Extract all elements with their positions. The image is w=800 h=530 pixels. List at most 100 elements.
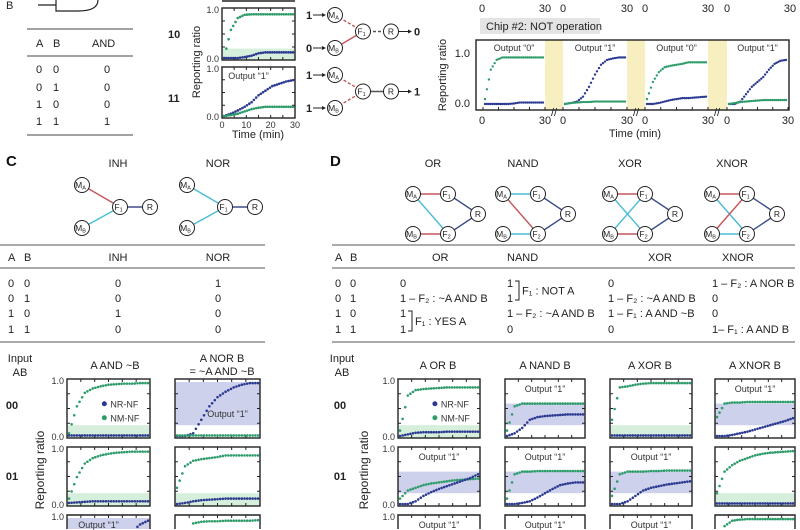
chip2-segment: Output “1”: [726, 43, 789, 110]
data-point: [636, 492, 640, 496]
data-point: [245, 434, 249, 437]
data-point: [197, 499, 200, 502]
data-point: [429, 490, 433, 494]
data-point: [225, 114, 228, 117]
data-point: [575, 101, 579, 104]
data-point: [737, 101, 740, 104]
data-point: [146, 500, 150, 503]
data-point: [419, 484, 423, 488]
node-letter: F: [357, 87, 362, 97]
node-letter: M: [328, 70, 335, 80]
data-point: [146, 519, 150, 522]
node-letter: M: [180, 180, 187, 190]
data-point: [197, 521, 200, 524]
data-point: [611, 57, 615, 60]
data-point: [551, 414, 554, 417]
data-point: [424, 493, 428, 496]
prev-x-tick-label: 0: [479, 3, 485, 15]
data-point: [224, 519, 227, 522]
data-point: [513, 502, 516, 506]
output-label: Output “1”: [525, 452, 566, 462]
input-label: Input: [330, 353, 354, 365]
data-point: [424, 483, 428, 486]
segment-output-label: Output “0”: [656, 43, 697, 53]
data-point: [485, 102, 489, 106]
data-point: [508, 102, 512, 106]
data-point: [756, 517, 759, 521]
data-point: [667, 482, 671, 486]
data-point: [240, 497, 244, 500]
data-point: [123, 450, 126, 454]
data-point: [510, 481, 514, 484]
data-point: [210, 434, 214, 437]
data-point: [123, 434, 126, 437]
data-point: [636, 383, 640, 386]
data-point: [268, 51, 272, 54]
series-nr: [67, 434, 150, 437]
data-point: [748, 100, 752, 103]
mini-plot: 1.00.0: [206, 5, 296, 64]
data-point: [784, 450, 787, 453]
data-point: [284, 80, 288, 83]
data-point: [445, 484, 449, 488]
data-point: [579, 402, 582, 405]
data-point: [83, 434, 87, 437]
data-point: [520, 56, 523, 59]
data-point: [779, 400, 782, 404]
data-point: [577, 98, 581, 102]
data-point: [678, 469, 681, 472]
f2-label: F2: [532, 229, 540, 241]
f1-node: [739, 186, 755, 202]
data-point: [474, 474, 477, 477]
data-point: [683, 434, 687, 437]
data-point: [615, 56, 619, 59]
data-point: [546, 490, 549, 494]
data-point: [125, 450, 129, 454]
data-point: [251, 497, 254, 500]
data-point: [91, 456, 94, 460]
r-node: [383, 83, 399, 100]
data-point: [493, 102, 496, 106]
data-point: [221, 519, 225, 523]
cell-a: 0: [36, 82, 42, 94]
f1-label: F1: [114, 202, 122, 214]
data-point: [491, 65, 494, 68]
data-point: [101, 434, 105, 437]
data-point: [414, 486, 417, 490]
data-point: [455, 430, 459, 433]
data-point: [78, 500, 81, 504]
data-point: [621, 434, 624, 437]
series-nr: [175, 497, 260, 506]
data-point: [403, 491, 407, 495]
f1-node: [355, 23, 371, 40]
data-point: [252, 53, 256, 57]
input-label: Input: [8, 353, 32, 365]
data-point: [786, 450, 790, 453]
data-point: [70, 490, 73, 493]
data-point: [784, 517, 787, 521]
data-point: [784, 98, 788, 102]
data-point: [563, 402, 567, 405]
data-point: [273, 12, 276, 16]
r-node: [560, 206, 576, 222]
prev-x-tick-label: 0: [724, 3, 730, 15]
data-point: [655, 102, 659, 105]
node-letter: M: [705, 189, 712, 199]
data-point: [248, 497, 252, 500]
node-subscript: 1: [747, 195, 750, 201]
data-point: [581, 402, 585, 405]
table-cell: 1: [335, 324, 341, 336]
series-nm: [505, 402, 585, 432]
data-point: [254, 381, 257, 385]
data-point: [673, 98, 676, 101]
nand-bracket: F₁ : NOT A: [515, 280, 575, 301]
y-axis-label: Reporting ratio: [437, 39, 449, 111]
data-point: [104, 500, 108, 503]
data-point: [440, 430, 443, 434]
data-point: [516, 101, 520, 105]
data-point: [773, 451, 777, 454]
data-point: [224, 434, 227, 437]
data-point: [287, 79, 290, 83]
data-point: [202, 434, 206, 437]
